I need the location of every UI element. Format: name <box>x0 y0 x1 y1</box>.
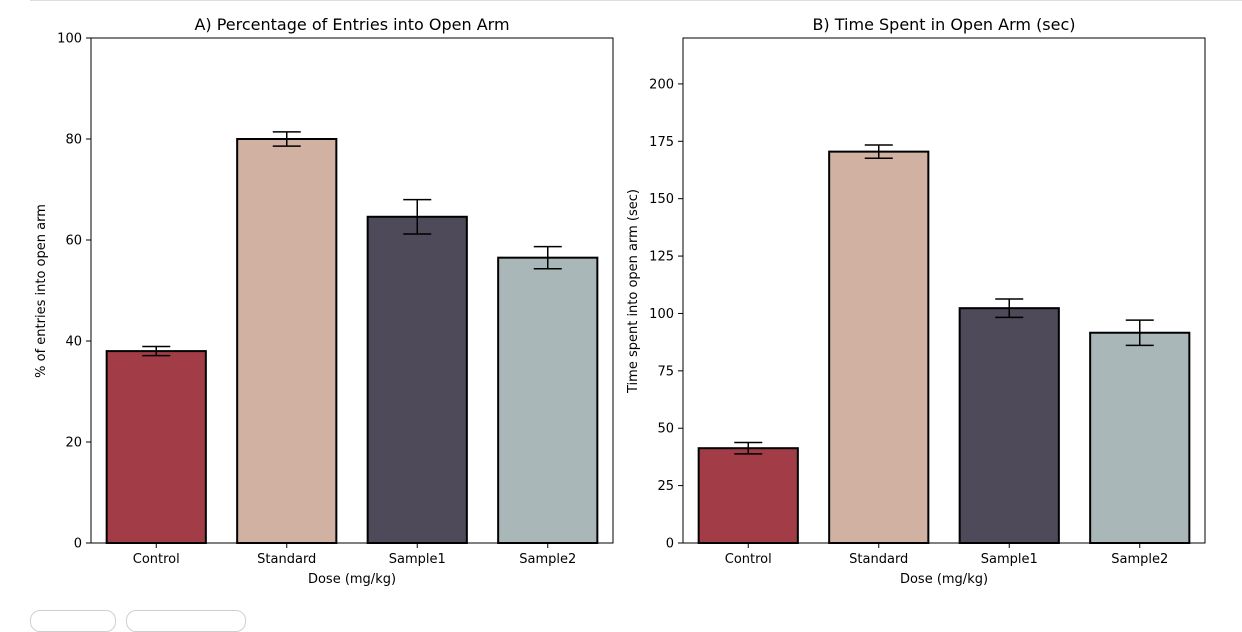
toolbar-pill-button[interactable] <box>30 610 116 632</box>
y-tick-label: 20 <box>65 436 82 451</box>
bar <box>697 447 799 544</box>
panel-a: A) Percentage of Entries into Open Arm %… <box>34 15 614 587</box>
y-tick-label: 200 <box>649 77 674 92</box>
y-tick-label: 0 <box>666 537 674 552</box>
bar <box>105 350 207 544</box>
chart-title: B) Time Spent in Open Arm (sec) <box>812 15 1075 34</box>
y-tick-label: 60 <box>65 234 82 249</box>
x-tick-label: Standard <box>849 552 908 567</box>
y-tick-label: 25 <box>657 479 674 494</box>
x-axis-label: Dose (mg/kg) <box>308 572 396 587</box>
toolbar-pill-button[interactable] <box>126 610 246 632</box>
y-tick-label: 125 <box>649 250 674 265</box>
x-tick-label: Control <box>725 552 772 567</box>
chart-title: A) Percentage of Entries into Open Arm <box>194 15 509 34</box>
x-tick-label: Sample1 <box>389 552 446 567</box>
x-tick-label: Sample2 <box>1111 552 1168 567</box>
y-tick-label: 50 <box>657 422 674 437</box>
bar <box>958 307 1060 544</box>
plot-frame <box>682 37 1206 544</box>
y-axis-label: % of entries into open arm <box>34 204 49 378</box>
plot-frame <box>90 37 614 544</box>
panel-b: B) Time Spent in Open Arm (sec) Time spe… <box>626 15 1206 587</box>
top-divider <box>30 0 1242 1</box>
bar <box>236 138 338 544</box>
x-tick-label: Standard <box>257 552 316 567</box>
y-axis-label: Time spent into open arm (sec) <box>626 189 641 394</box>
y-tick-label: 80 <box>65 133 82 148</box>
bar <box>497 256 599 544</box>
y-tick-label: 75 <box>657 364 674 379</box>
bar <box>1089 331 1191 544</box>
y-tick-label: 40 <box>65 335 82 350</box>
y-tick-label: 150 <box>649 192 674 207</box>
x-tick-label: Control <box>133 552 180 567</box>
y-tick-label: 0 <box>74 537 82 552</box>
bar <box>366 215 468 545</box>
y-tick-label: 100 <box>57 32 82 47</box>
x-tick-label: Sample2 <box>519 552 576 567</box>
figure: A) Percentage of Entries into Open Arm %… <box>34 15 1206 587</box>
y-tick-label: 175 <box>649 135 674 150</box>
x-tick-label: Sample1 <box>981 552 1038 567</box>
bar <box>828 150 930 544</box>
y-tick-label: 100 <box>649 307 674 322</box>
x-axis-label: Dose (mg/kg) <box>900 572 988 587</box>
